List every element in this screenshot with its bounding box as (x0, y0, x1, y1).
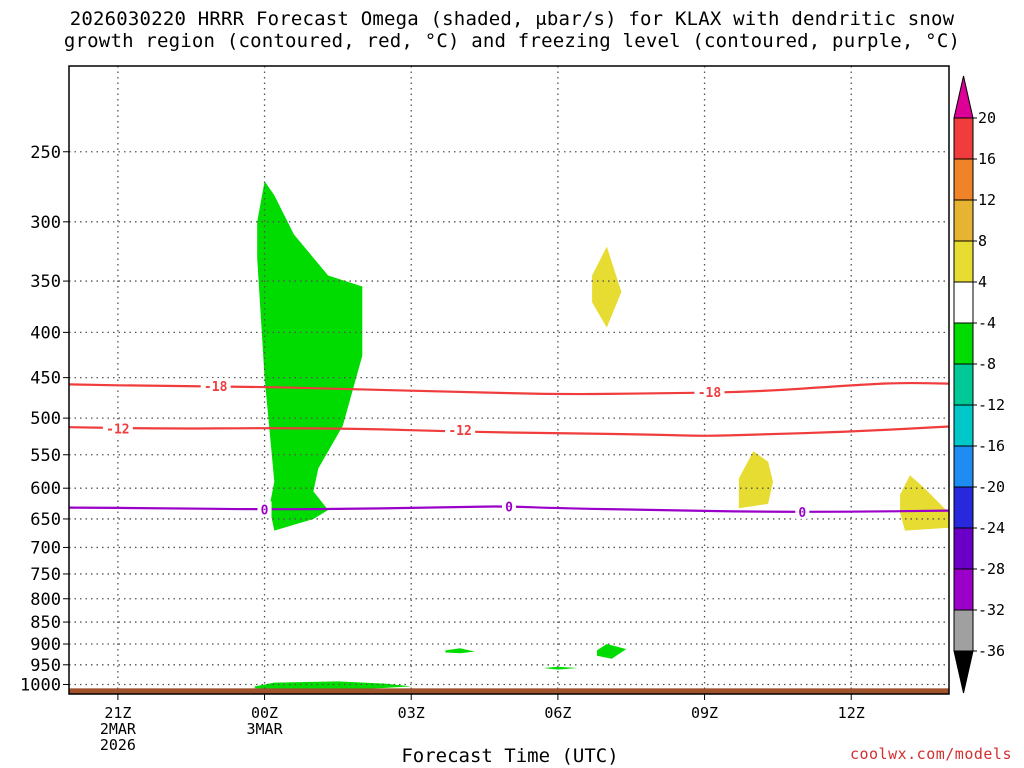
colorbar-label: -16 (978, 437, 1005, 455)
y-tick-label: 300 (30, 213, 61, 233)
colorbar-segment (953, 445, 974, 488)
y-tick-label: 450 (30, 369, 61, 389)
contour-label: -18 (204, 380, 228, 395)
plot-frame (68, 65, 950, 695)
x-tick-label: 09Z (691, 704, 718, 722)
colorbar-label: 16 (978, 150, 996, 168)
x-axis-title: Forecast Time (UTC) (401, 745, 619, 767)
chart-title-line-2: growth region (contoured, red, °C) and f… (63, 30, 961, 52)
chart-title-line-1: 2026030220 HRRR Forecast Omega (shaded, … (69, 8, 955, 30)
colorbar-extend-low (953, 650, 974, 694)
y-tick-label: 500 (30, 409, 61, 429)
contour-label-bg (502, 498, 516, 514)
omega-shaded-region (254, 681, 412, 690)
colorbar-label: -4 (978, 314, 996, 332)
contour-label-bg (102, 420, 133, 436)
y-tick-label: 950 (30, 656, 61, 676)
x-tick-label: 21Z (104, 704, 131, 722)
plot-area: -18 -18 -12 -12 0 0 0 (68, 65, 950, 695)
colorbar-label: 20 (978, 109, 996, 127)
x-tick-label: 12Z (838, 704, 865, 722)
x-tick-label: 3MAR (246, 720, 283, 738)
y-axis: 2503003504004505005506006507007508008509… (20, 143, 69, 696)
colorbar-label: -32 (978, 601, 1005, 619)
contour-label-bg (694, 383, 725, 399)
colorbar-extend-high (953, 75, 974, 119)
omega-shaded-region (543, 666, 578, 670)
colorbar-segment (953, 486, 974, 529)
freezing-level-contour (69, 505, 949, 513)
colorbar: 20 16 12 8 4 -4 -8 -12 -16 -20 -24 -28 -32 -36 (953, 75, 1005, 694)
plot-inner: -18 -18 -12 -12 0 0 0 (69, 66, 949, 694)
y-tick-label: 750 (30, 565, 61, 585)
omega-shaded-region (257, 181, 363, 531)
y-tick-label: 850 (30, 613, 61, 633)
colorbar-label: 4 (978, 273, 987, 291)
contour-label: 0 (505, 500, 513, 515)
colorbar-segment (953, 199, 974, 242)
contour-label-bg (795, 503, 810, 519)
colorbar-segment (953, 568, 974, 611)
y-tick-label: 250 (30, 143, 61, 163)
y-tick-label: 350 (30, 272, 61, 292)
terrain-fill (69, 688, 949, 694)
x-tick-label: 00Z (251, 704, 278, 722)
chart-title: 2026030220 HRRR Forecast Omega (shaded, … (0, 8, 1024, 52)
colorbar-segment (953, 609, 974, 652)
y-tick-label: 550 (30, 446, 61, 466)
colorbar-segment (953, 158, 974, 201)
credit-text: coolwx.com/models (849, 745, 1012, 763)
y-tick-label: 900 (30, 635, 61, 655)
contour-label: -12 (106, 423, 129, 438)
y-tick-label: 600 (30, 479, 61, 499)
y-tick-label: 1000 (20, 676, 61, 696)
colorbar-label: -28 (978, 560, 1005, 578)
omega-shaded-region (900, 475, 949, 531)
contour-label: 0 (261, 503, 269, 518)
contour-label: -12 (448, 424, 471, 439)
colorbar-label: 12 (978, 191, 996, 209)
colorbar-segment (953, 322, 974, 365)
dgz-contour (69, 425, 949, 437)
colorbar-label: -12 (978, 396, 1005, 414)
omega-shaded-region (592, 246, 622, 328)
omega-shaded-region (738, 451, 773, 509)
x-tick-label: 2MAR (100, 720, 137, 738)
dgz-contour (69, 381, 949, 396)
colorbar-segment (953, 363, 974, 406)
colorbar-label: -24 (978, 519, 1005, 537)
colorbar-label: -36 (978, 642, 1005, 660)
contour-label-bg (445, 422, 476, 438)
contour-label-bg (200, 378, 231, 394)
y-tick-label: 400 (30, 323, 61, 343)
x-tick-label: 03Z (398, 704, 425, 722)
y-tick-label: 700 (30, 538, 61, 558)
colorbar-segment (953, 404, 974, 447)
y-tick-label: 650 (30, 510, 61, 530)
colorbar-segment (953, 281, 974, 324)
contour-label: -18 (698, 386, 722, 401)
colorbar-label: -8 (978, 355, 996, 373)
omega-shaded-region (445, 648, 475, 654)
colorbar-segment (953, 117, 974, 160)
colorbar-segment (953, 240, 974, 283)
x-tick-label: 06Z (544, 704, 571, 722)
y-tick-label: 800 (30, 590, 61, 610)
x-tick-label: 2026 (100, 736, 136, 754)
colorbar-label: 8 (978, 232, 987, 250)
contour-label: 0 (798, 506, 806, 521)
omega-shaded-region (597, 644, 627, 659)
colorbar-label: -20 (978, 478, 1005, 496)
colorbar-segment (953, 527, 974, 570)
contour-label-bg (257, 501, 272, 517)
